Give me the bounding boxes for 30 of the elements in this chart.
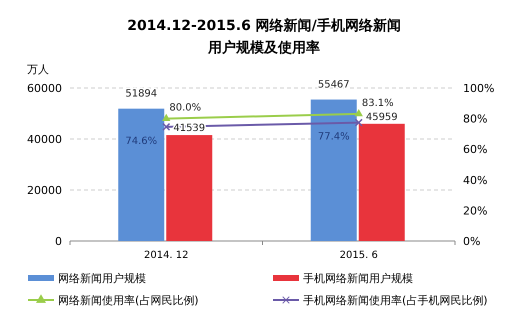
data-label: 83.1% bbox=[362, 98, 394, 109]
data-label: 55467 bbox=[318, 80, 350, 91]
data-label: 80.0% bbox=[169, 102, 202, 114]
legend-label: 手机网络新闻用户规模 bbox=[303, 272, 413, 285]
y2-tick-label: 0% bbox=[463, 235, 480, 248]
y-tick-label: 60000 bbox=[27, 82, 62, 95]
legend-label: 手机网络新闻使用率(占手机网民比例) bbox=[303, 294, 488, 307]
y2-tick-label: 20% bbox=[463, 204, 488, 218]
legend-label: 网络新闻用户规模 bbox=[58, 272, 146, 285]
y-tick-label: 0 bbox=[55, 235, 62, 248]
bar bbox=[118, 108, 164, 241]
legend-label: 网络新闻使用率(占网民比例) bbox=[58, 294, 199, 307]
data-label: 45959 bbox=[366, 112, 398, 123]
y2-tick-label: 100% bbox=[463, 82, 494, 95]
data-label: 51894 bbox=[125, 88, 158, 100]
y-tick-label: 20000 bbox=[27, 184, 62, 197]
y2-tick-label: 40% bbox=[463, 174, 488, 187]
bar bbox=[310, 100, 357, 241]
chart-subtitle: 用户规模及使用率 bbox=[207, 39, 320, 56]
y2-tick-label: 60% bbox=[463, 143, 488, 156]
data-label: 77.4% bbox=[318, 132, 350, 143]
x-tick-label: 2014. 12 bbox=[144, 250, 189, 261]
bar bbox=[358, 124, 405, 241]
chart-title: 2014.12-2015.6 网络新闻/手机网络新闻 bbox=[127, 17, 401, 34]
data-label: 74.6% bbox=[125, 136, 158, 147]
x-tick-label: 2015. 6 bbox=[340, 250, 378, 261]
bar bbox=[166, 135, 212, 241]
y-axis-title: 万人 bbox=[27, 63, 49, 76]
y2-tick-label: 80% bbox=[463, 112, 488, 126]
y-tick-label: 40000 bbox=[27, 133, 62, 146]
